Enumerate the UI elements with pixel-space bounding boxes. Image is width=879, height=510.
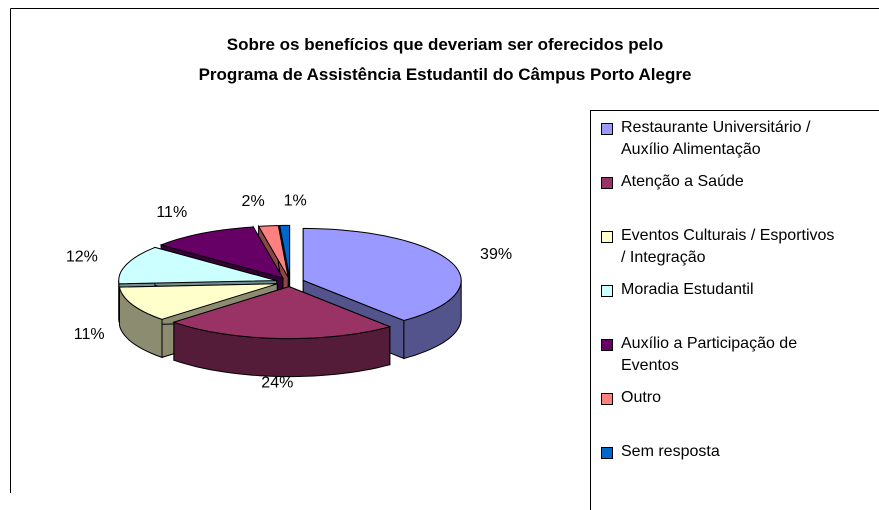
legend-swatch [601, 231, 613, 243]
legend-item: Auxílio a Participação de Eventos [591, 333, 879, 387]
data-label: 1% [284, 193, 307, 210]
legend-label: Atenção a Saúde [621, 171, 843, 193]
data-label: 11% [74, 326, 105, 343]
legend-item: Outro [591, 387, 879, 441]
legend-label: Moradia Estudantil [621, 279, 843, 301]
legend-swatch [601, 177, 613, 189]
legend-swatch [601, 447, 613, 459]
legend-swatch [601, 123, 613, 135]
legend-label: Sem resposta [621, 441, 843, 463]
legend: Restaurante Universitário / Auxílio Alim… [590, 110, 879, 510]
data-label: 11% [156, 204, 187, 221]
page: {"chart_data": {"type": "pie", "title": … [0, 0, 879, 493]
data-label: 2% [242, 193, 265, 210]
legend-item: Moradia Estudantil [591, 279, 879, 333]
legend-label: Auxílio a Participação de Eventos [621, 333, 843, 377]
chart-title: Sobre os benefícios que deveriam ser ofe… [227, 35, 663, 54]
data-label: 12% [66, 248, 98, 265]
legend-item: Restaurante Universitário / Auxílio Alim… [591, 117, 879, 171]
legend-item: Atenção a Saúde [591, 171, 879, 225]
legend-swatch [601, 393, 613, 405]
legend-label: Outro [621, 387, 843, 409]
legend-swatch [601, 285, 613, 297]
data-label: 24% [261, 375, 293, 392]
data-label: 39% [480, 246, 512, 263]
legend-item: Eventos Culturais / Esportivos / Integra… [591, 225, 879, 279]
legend-label: Eventos Culturais / Esportivos / Integra… [621, 225, 843, 269]
legend-label: Restaurante Universitário / Auxílio Alim… [621, 117, 843, 161]
legend-item: Sem resposta [591, 441, 879, 495]
chart-subtitle: Programa de Assistência Estudantil do Câ… [199, 65, 692, 84]
legend-swatch [601, 339, 613, 351]
